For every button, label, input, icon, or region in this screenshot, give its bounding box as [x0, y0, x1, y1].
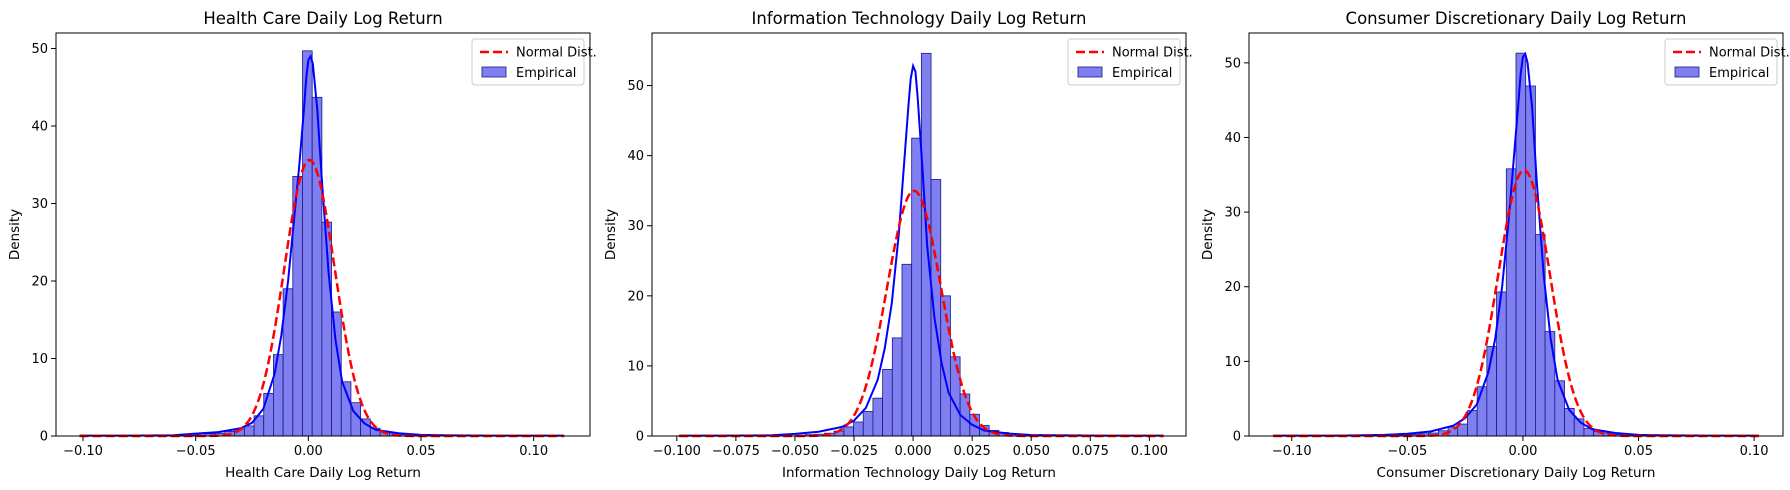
histogram-bar: [911, 137, 922, 437]
x-tick-label: 0.05: [1624, 444, 1653, 459]
y-tick-label: 30: [627, 219, 644, 234]
axes-frame: [55, 32, 591, 437]
histogram-bar: [872, 397, 884, 437]
legend-empirical-label: Empirical: [1709, 66, 1769, 81]
x-tick-label: −0.100: [653, 444, 701, 459]
x-tick-label: −0.10: [1272, 444, 1312, 459]
axes-frame: [1248, 32, 1784, 437]
x-tick-label: 0.10: [1740, 444, 1769, 459]
x-tick-label: −0.050: [771, 444, 819, 459]
x-tick-label: 0.050: [1013, 444, 1050, 459]
y-tick-label: 30: [1224, 206, 1241, 221]
y-tick-label: 50: [31, 42, 48, 57]
legend: Normal Dist. Empirical: [1067, 38, 1193, 86]
legend-normal-label: Normal Dist.: [1112, 46, 1193, 61]
kde-line: [679, 62, 1164, 437]
x-tick-label: −0.10: [63, 444, 103, 459]
histogram-bar: [853, 421, 864, 437]
y-tick-label: 10: [1224, 355, 1241, 370]
y-tick-label: 10: [627, 359, 644, 374]
histogram-bar: [843, 426, 854, 437]
y-tick-label: 0: [40, 430, 48, 445]
histogram-bar: [950, 356, 961, 437]
histogram-bar: [331, 311, 342, 437]
x-tick-label: 0.025: [954, 444, 991, 459]
x-axis-label: Health Care Daily Log Return: [225, 465, 421, 481]
histogram-bar: [1505, 168, 1517, 437]
legend-normal-label: Normal Dist.: [1709, 46, 1790, 61]
x-tick-label: 0.05: [407, 444, 436, 459]
legend-empirical-label: Empirical: [1112, 66, 1172, 81]
legend-empirical-label: Empirical: [516, 66, 576, 81]
y-tick-label: 50: [627, 79, 644, 94]
legend: Normal Dist. Empirical: [471, 38, 597, 86]
y-tick-label: 50: [1224, 56, 1241, 71]
y-tick-label: 20: [1224, 280, 1241, 295]
y-tick-label: 40: [1224, 131, 1241, 146]
x-tick-label: 0.10: [519, 444, 548, 459]
y-axis-label: Density: [603, 209, 619, 260]
kde-line: [1273, 51, 1759, 437]
x-tick-label: −0.05: [1387, 444, 1427, 459]
y-axis-label: Density: [7, 209, 23, 260]
x-tick-label: −0.05: [176, 444, 216, 459]
x-tick-label: 0.100: [1131, 444, 1168, 459]
histogram-bars: [1272, 52, 1760, 437]
histogram-bars: [678, 52, 1164, 437]
histogram-bar: [901, 263, 913, 437]
y-tick-label: 0: [636, 430, 644, 445]
x-tick-label: 0.00: [1508, 444, 1537, 459]
chart-panel-3: −0.10 −0.05 0.00 0.05 0.10 0 10 20 30 40 50 Consume…: [1200, 9, 1790, 481]
legend-empirical-swatch: [1077, 66, 1103, 78]
y-tick-label: 0: [1233, 430, 1241, 445]
legend: Normal Dist. Empirical: [1664, 38, 1790, 86]
chart-title: Information Technology Daily Log Return: [752, 9, 1087, 28]
legend-normal-label: Normal Dist.: [516, 46, 597, 61]
y-tick-label: 40: [31, 120, 48, 135]
histogram-bar: [1554, 380, 1565, 437]
x-axis-label: Consumer Discretionary Daily Log Return: [1377, 465, 1656, 481]
chart-title: Consumer Discretionary Daily Log Return: [1346, 9, 1687, 28]
y-tick-label: 40: [627, 149, 644, 164]
chart-title: Health Care Daily Log Return: [203, 9, 442, 28]
histogram-bar: [243, 425, 255, 437]
x-tick-label: 0.000: [894, 444, 931, 459]
y-tick-label: 30: [31, 197, 48, 212]
histogram-bar: [862, 411, 874, 437]
axes-frame: [651, 32, 1187, 437]
y-tick-label: 20: [31, 275, 48, 290]
x-tick-label: −0.025: [830, 444, 878, 459]
histogram-bar: [882, 369, 893, 437]
chart-panel-2: −0.100 −0.075 −0.050 −0.025 0.000 0.025 0.050 0…: [603, 9, 1193, 481]
histogram-bar: [1476, 386, 1488, 437]
legend-empirical-swatch: [1674, 66, 1700, 78]
histogram-bar: [891, 337, 903, 437]
histogram-bars: [79, 50, 565, 437]
x-tick-label: 0.075: [1072, 444, 1109, 459]
histogram-bar: [1544, 331, 1556, 437]
x-tick-label: 0.00: [294, 444, 323, 459]
legend-empirical-swatch: [481, 66, 507, 78]
x-axis-label: Information Technology Daily Log Return: [782, 465, 1056, 481]
y-axis-label: Density: [1200, 209, 1216, 260]
y-tick-label: 10: [31, 352, 48, 367]
x-tick-label: −0.075: [712, 444, 760, 459]
y-tick-label: 20: [627, 289, 644, 304]
chart-panel-1: −0.10 −0.05 0.00 0.05 0.10 0 10 20 30 40 50 Health …: [7, 9, 597, 481]
